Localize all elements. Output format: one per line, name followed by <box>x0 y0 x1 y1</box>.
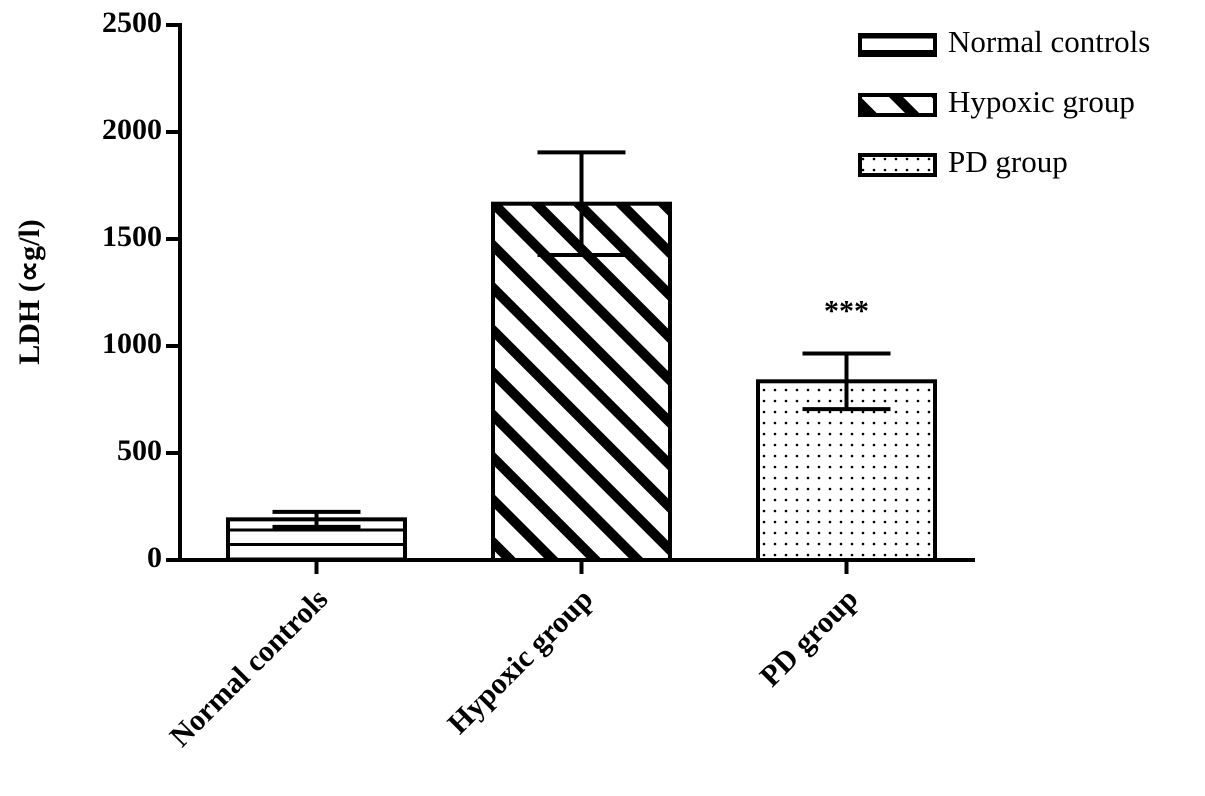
annotation: *** <box>824 294 869 327</box>
x-tick-label: PD group <box>754 582 865 693</box>
x-tick-label: Normal controls <box>163 582 334 753</box>
y-tick-label: 1000 <box>102 327 162 360</box>
y-axis-label: LDH (∝g/l) <box>13 219 46 365</box>
legend-swatch <box>858 153 937 177</box>
legend-swatch <box>858 33 937 57</box>
y-tick-label: 2500 <box>102 6 162 39</box>
legend-label: Hypoxic group <box>948 84 1135 119</box>
legend-label: PD group <box>948 144 1068 179</box>
y-tick-label: 500 <box>117 434 162 467</box>
legend-swatch <box>858 93 937 117</box>
y-tick-label: 1500 <box>102 220 162 253</box>
bar <box>491 201 672 562</box>
x-tick-label: Hypoxic group <box>441 582 599 740</box>
legend-label: Normal controls <box>948 24 1150 59</box>
y-tick-label: 0 <box>147 541 162 574</box>
y-tick-label: 2000 <box>102 113 162 146</box>
